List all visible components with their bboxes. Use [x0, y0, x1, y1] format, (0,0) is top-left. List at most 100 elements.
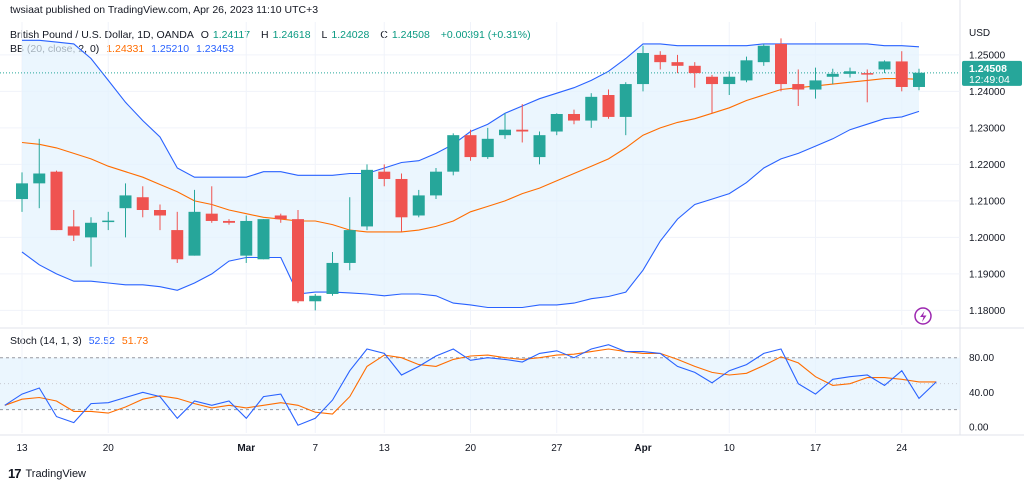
candle-body	[706, 76, 718, 85]
time-tick-label: 13	[16, 443, 28, 454]
candle-body	[619, 84, 632, 117]
price-tick-label: 1.18000	[969, 306, 1006, 317]
candle-body	[844, 71, 856, 74]
currency-label: USD	[969, 28, 990, 39]
stoch-d-line	[4, 348, 937, 415]
time-tick-label: Apr	[634, 443, 651, 454]
time-tick-label: 20	[465, 443, 477, 454]
symbol-legend: British Pound / U.S. Dollar, 1D, OANDA O…	[10, 29, 535, 41]
candle-body	[792, 84, 805, 90]
time-tick-label: 10	[724, 443, 736, 454]
candle-body	[481, 138, 494, 158]
price-tick-label: 1.24000	[969, 87, 1006, 98]
candle-body	[602, 95, 615, 117]
candle-body	[136, 197, 149, 211]
time-tick-label: Mar	[237, 443, 255, 454]
candle-body	[412, 195, 425, 216]
bb-basis-value: 1.24331	[106, 43, 145, 55]
time-tick-label: 24	[896, 443, 908, 454]
price-tick-label: 1.23000	[969, 123, 1006, 134]
candle-body	[430, 171, 442, 196]
close-value: 1.24508	[391, 29, 430, 41]
published-text: twsiaat published on TradingView.com, Ap…	[10, 4, 319, 16]
price-tag-countdown: 12:49:04	[969, 74, 1010, 86]
candle-body	[671, 62, 684, 66]
candle-body	[550, 113, 563, 132]
candle-body	[33, 173, 46, 184]
stoch-tick-label: 40.00	[969, 388, 994, 399]
candle-body	[309, 295, 322, 302]
candle-body	[878, 61, 891, 70]
flash-icon	[914, 307, 932, 325]
candle-body	[240, 220, 253, 256]
time-tick-label: 20	[103, 443, 115, 454]
high-value: 1.24618	[272, 29, 311, 41]
bb-upper-value: 1.25210	[151, 43, 190, 55]
tradingview-logo[interactable]: 17 TradingView	[8, 466, 86, 481]
candle-body	[499, 129, 511, 136]
price-tick-label: 1.25000	[969, 50, 1006, 61]
candle-body	[809, 80, 822, 90]
candle-body	[188, 211, 201, 256]
candle-body	[516, 129, 529, 132]
candle-body	[171, 230, 184, 260]
price-tick-label: 1.21000	[969, 196, 1006, 207]
candle-body	[464, 135, 477, 158]
published-line: twsiaat published on TradingView.com, Ap…	[10, 4, 322, 16]
time-tick-label: 7	[312, 443, 318, 454]
time-tick-label: 17	[810, 443, 822, 454]
candle-body	[533, 135, 546, 158]
candle-body	[688, 65, 701, 74]
high-label: H	[261, 29, 269, 41]
price-tick-label: 1.19000	[969, 269, 1006, 280]
candle-body	[361, 169, 373, 227]
candle-body	[723, 76, 736, 85]
candle-body	[861, 73, 874, 75]
candle-body	[913, 72, 925, 87]
price-tag	[962, 60, 1022, 86]
low-value: 1.24028	[331, 29, 370, 41]
candle-body	[568, 113, 580, 121]
open-value: 1.24117	[212, 29, 251, 41]
stoch-label[interactable]: Stoch (14, 1, 3)	[10, 335, 82, 347]
price-tag-value: 1.24508	[969, 63, 1007, 75]
time-tick-label: 27	[551, 443, 563, 454]
candle-body	[826, 73, 839, 77]
candle-body	[326, 262, 339, 294]
candle-body	[85, 222, 97, 238]
candle-body	[378, 171, 391, 179]
time-tick-label: 13	[379, 443, 391, 454]
price-tick-label: 1.20000	[969, 233, 1006, 244]
stoch-tick-label: 0.00	[969, 422, 989, 433]
candle-body	[637, 53, 649, 85]
symbol-name[interactable]: British Pound / U.S. Dollar, 1D, OANDA	[10, 29, 194, 41]
low-label: L	[321, 29, 328, 41]
candle-body	[395, 178, 408, 218]
bb-basis-line	[21, 78, 920, 233]
candle-body	[257, 219, 270, 260]
candle-body	[119, 195, 132, 209]
stoch-d-value: 51.73	[121, 335, 149, 347]
tradingview-mark-icon: 17	[8, 466, 22, 481]
flash-bolt-icon	[920, 311, 927, 322]
price-tick-label: 1.22000	[969, 160, 1006, 171]
candle-body	[343, 230, 356, 263]
candle-body	[757, 45, 770, 63]
candle-body	[102, 220, 115, 223]
candle-body	[274, 215, 287, 220]
candle-body	[895, 61, 908, 87]
candle-body	[223, 220, 235, 223]
open-label: O	[200, 29, 209, 41]
candle-body	[585, 96, 598, 121]
candle-body	[447, 135, 460, 172]
candle-body	[16, 183, 28, 200]
candle-body	[654, 54, 667, 63]
candle-body	[154, 210, 166, 216]
stoch-tick-label: 80.00	[969, 353, 994, 364]
bb-lower-value: 1.23453	[196, 43, 234, 55]
candle-body	[50, 171, 63, 231]
candle-body	[67, 226, 80, 236]
candle-body	[775, 43, 787, 85]
tradingview-brand: TradingView	[25, 467, 87, 480]
